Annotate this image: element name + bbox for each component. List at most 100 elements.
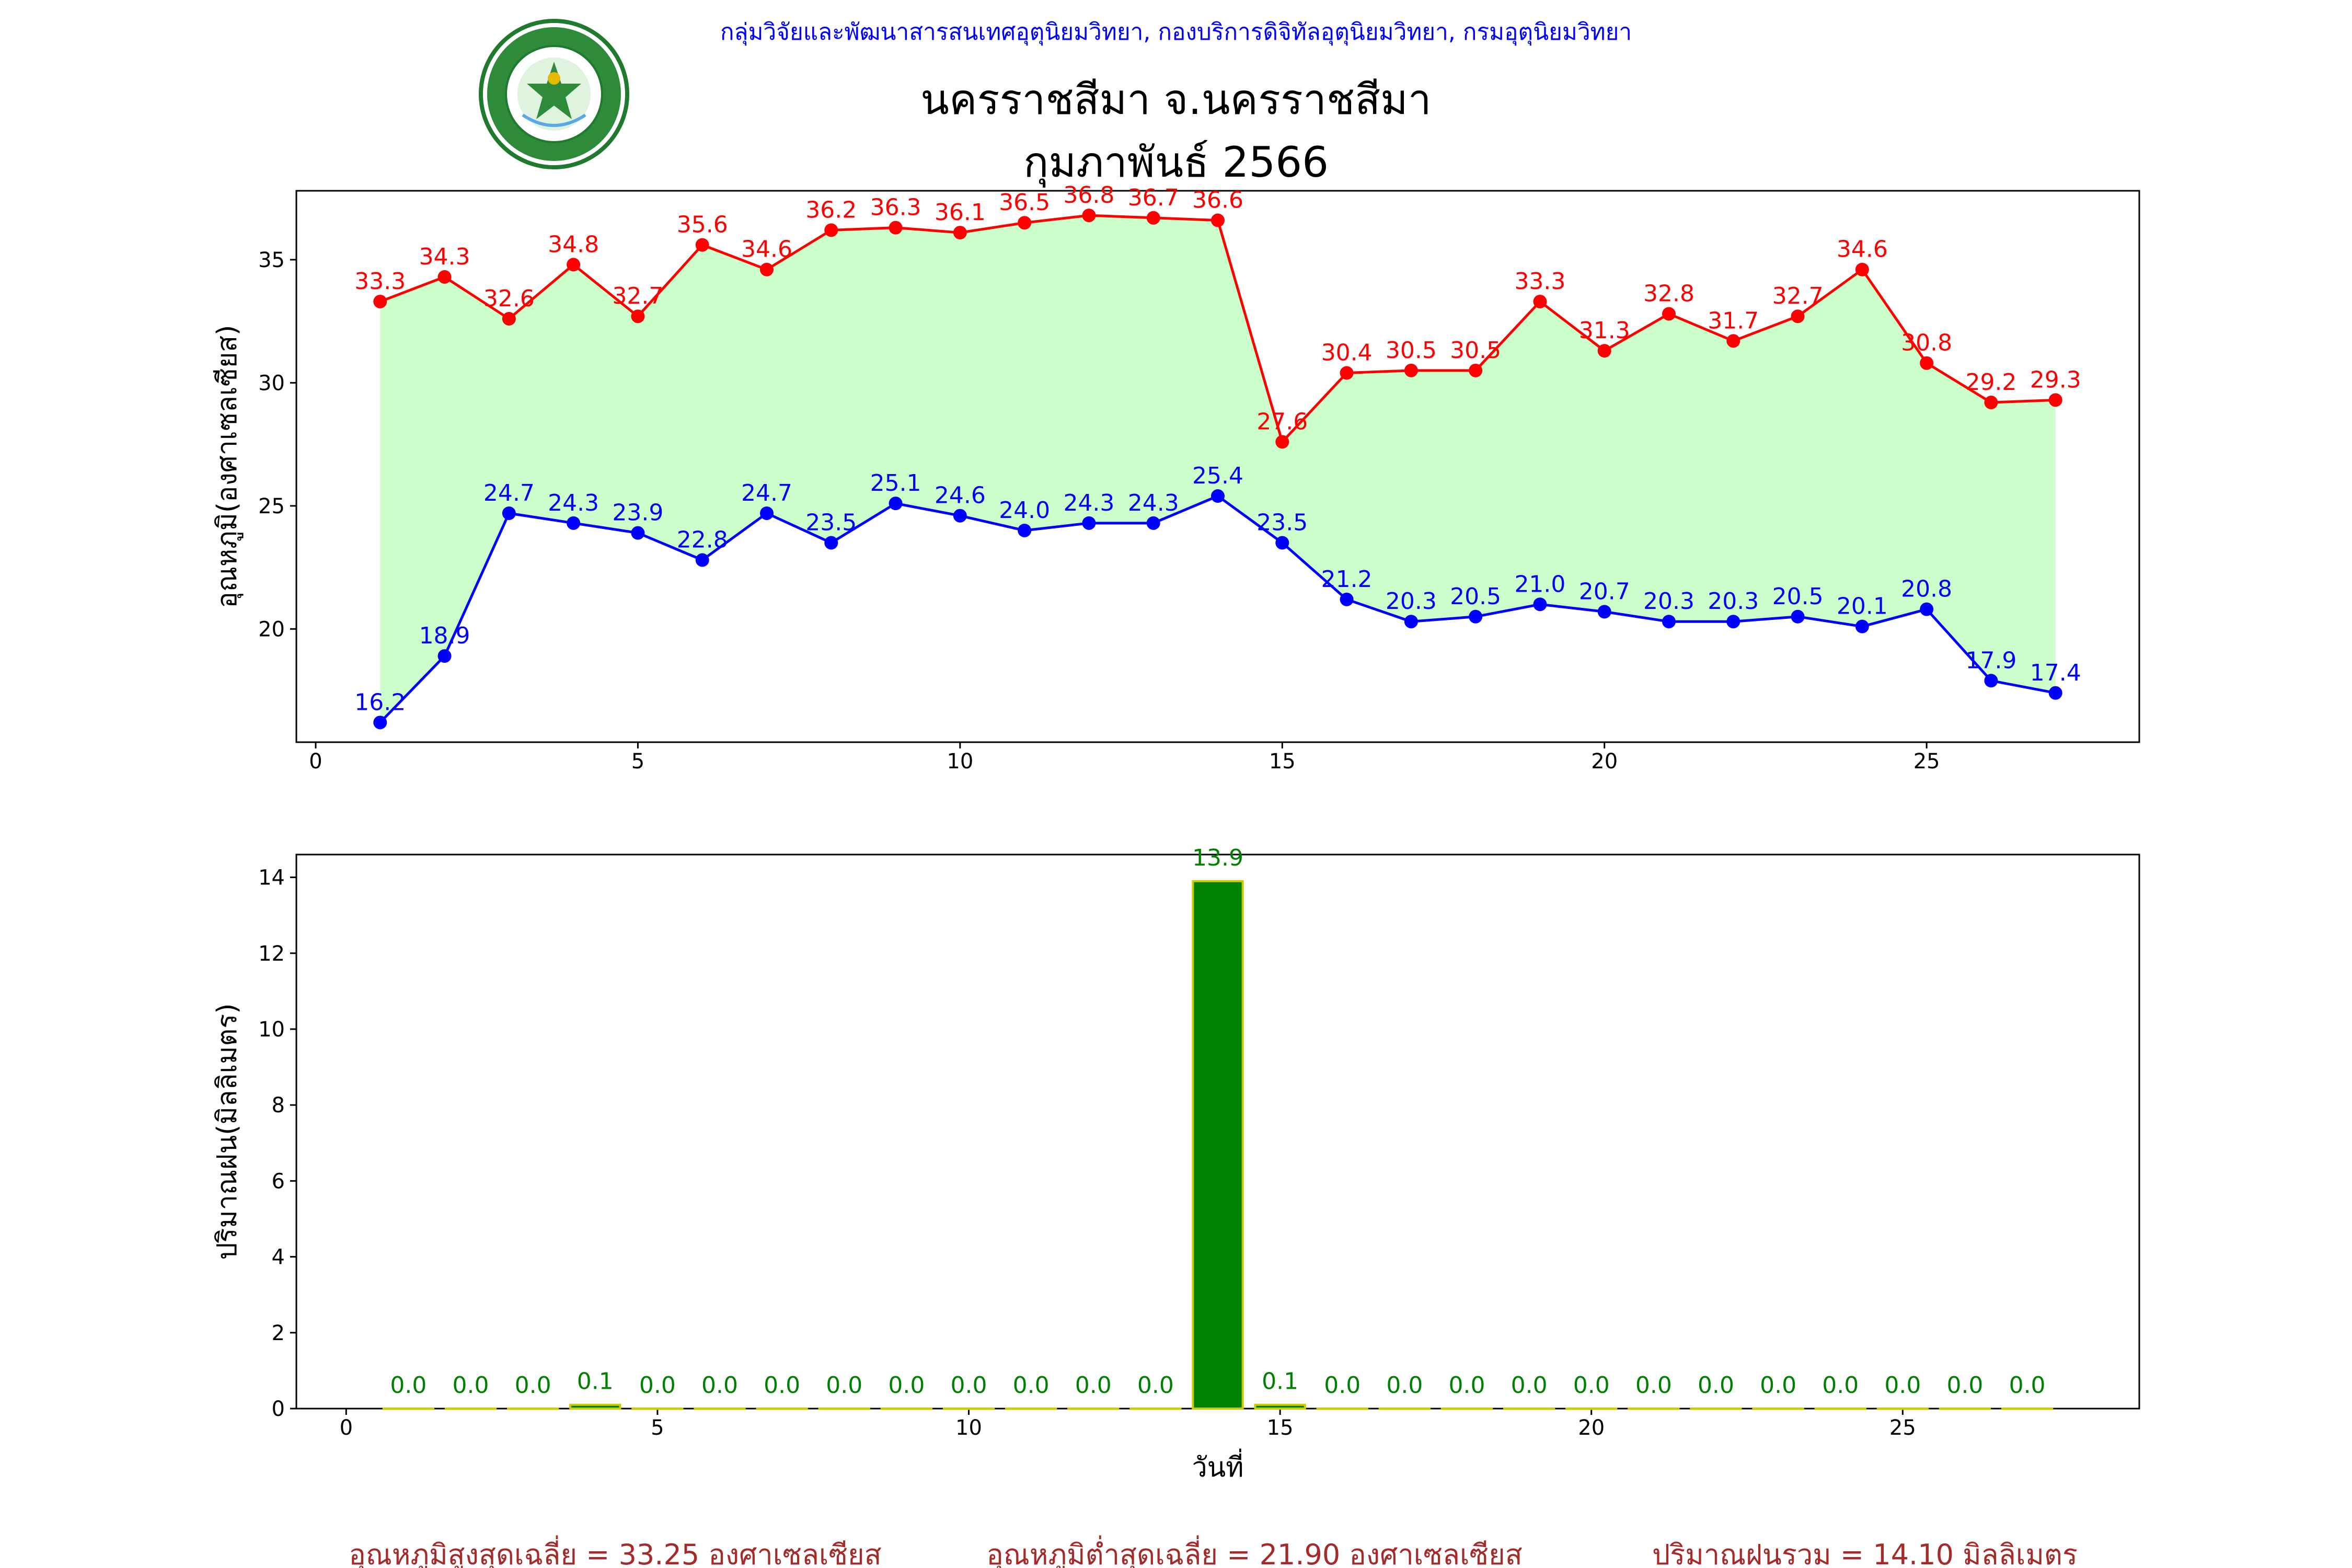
min-temperature-label: 24.3 [548, 490, 599, 516]
max-temperature-point [1082, 209, 1096, 223]
max-temperature-point [824, 223, 838, 237]
max-temperature-point [889, 221, 903, 235]
min-temperature-label: 20.5 [1450, 583, 1501, 610]
rainfall-bar-label: 0.0 [826, 1372, 862, 1399]
footer-avg-min: อุณหภูมิต่ำสุดเฉลี่ย = 21.90 องศาเซลเซีย… [986, 1535, 1522, 1568]
max-temperature-point [1855, 262, 1869, 276]
min-temperature-point [1855, 619, 1869, 633]
max-temperature-label: 36.6 [1192, 187, 1243, 214]
footer-total-rain: ปริมาณฝนรวม = 14.10 มิลลิเมตร [1652, 1538, 2078, 1568]
max-temperature-point [1597, 344, 1611, 358]
temperature-x-tick-label: 0 [309, 750, 322, 774]
rainfall-bar-label: 0.0 [1698, 1372, 1734, 1399]
min-temperature-label: 23.9 [612, 500, 663, 526]
min-temperature-label: 24.0 [999, 497, 1050, 524]
max-temperature-point [1726, 334, 1740, 348]
max-temperature-point [2048, 393, 2062, 407]
rainfall-bar-label: 0.1 [577, 1368, 614, 1395]
min-temperature-point [631, 526, 645, 540]
max-temperature-label: 27.6 [1256, 408, 1308, 435]
min-temperature-point [1404, 615, 1418, 629]
min-temperature-label: 24.7 [741, 480, 792, 506]
rainfall-y-tick-label: 0 [272, 1397, 285, 1421]
rainfall-x-tick-label: 5 [651, 1416, 664, 1440]
rainfall-y-axis-label: ปริมาณฝน(มิลลิเมตร) [212, 1003, 243, 1260]
min-temperature-label: 23.5 [805, 510, 857, 536]
max-temperature-point [502, 312, 516, 326]
max-temperature-point [953, 226, 967, 240]
max-temperature-label: 31.3 [1579, 317, 1630, 344]
max-temperature-label: 34.3 [419, 244, 470, 270]
max-temperature-point [695, 238, 709, 252]
min-temperature-point [1146, 516, 1160, 530]
min-temperature-point [889, 497, 903, 511]
max-temperature-label: 34.6 [1837, 236, 1888, 263]
temperature-y-axis-label: อุณหภูมิ(องศาเซลเซียส) [212, 325, 244, 608]
rainfall-bar-label: 13.9 [1192, 845, 1243, 871]
max-temperature-point [1920, 356, 1934, 370]
rainfall-x-tick-label: 10 [955, 1416, 982, 1440]
min-temperature-label: 22.8 [677, 526, 728, 553]
rainfall-bar-label: 0.0 [1448, 1372, 1485, 1399]
max-temperature-label: 30.8 [1901, 330, 1952, 356]
min-temperature-label: 18.9 [419, 622, 470, 649]
min-temperature-point [1275, 536, 1289, 550]
max-temperature-point [1533, 294, 1547, 308]
max-temperature-label: 32.6 [483, 285, 535, 312]
max-temperature-label: 29.2 [1965, 369, 2016, 396]
min-temperature-point [567, 516, 581, 530]
max-temperature-label: 31.7 [1708, 307, 1759, 334]
rainfall-x-tick-label: 20 [1578, 1416, 1605, 1440]
min-temperature-label: 20.8 [1901, 576, 1952, 603]
max-temperature-label: 29.3 [2030, 366, 2081, 393]
min-temperature-label: 23.5 [1256, 510, 1308, 536]
temperature-range-fill [380, 215, 2056, 723]
temperature-chart: 0 5 10 15 20 25 20 25 30 35 อุณหภูมิ(องศาเซลเซียส)… [212, 182, 2140, 774]
max-temperature-label: 36.5 [999, 189, 1050, 216]
max-temperature-point [631, 309, 645, 324]
temperature-y-tick-label: 25 [258, 494, 285, 518]
max-temperature-label: 36.3 [870, 194, 921, 221]
rainfall-x-tick-label: 25 [1889, 1416, 1916, 1440]
rainfall-bar-label: 0.0 [1573, 1372, 1610, 1399]
min-temperature-point [437, 649, 452, 663]
rainfall-bar-label: 0.0 [2009, 1372, 2046, 1399]
max-temperature-label: 32.7 [612, 283, 663, 309]
rainfall-bar-label: 0.0 [1075, 1372, 1112, 1399]
rainfall-bar-label: 0.0 [1137, 1372, 1174, 1399]
max-temperature-point [1469, 363, 1483, 377]
period-title: กุมภาพันธ์ 2566 [1023, 138, 1329, 188]
max-temperature-point [1791, 309, 1805, 324]
max-temperature-point [1984, 396, 1998, 410]
rainfall-bar-label: 0.0 [390, 1372, 426, 1399]
rainfall-bar-label: 0.0 [453, 1372, 489, 1399]
min-temperature-label: 20.5 [1772, 583, 1824, 610]
min-temperature-label: 24.3 [1063, 490, 1114, 516]
rainfall-y-tick-label: 12 [258, 942, 285, 966]
meteorological-department-logo [479, 19, 629, 169]
min-temperature-label: 20.1 [1837, 593, 1888, 620]
max-temperature-point [1275, 435, 1289, 449]
max-temperature-label: 32.7 [1772, 283, 1824, 309]
min-temperature-point [953, 509, 967, 523]
min-temperature-point [1533, 597, 1547, 612]
rainfall-bar-label: 0.0 [1386, 1372, 1423, 1399]
max-temperature-label: 30.5 [1386, 337, 1437, 364]
min-temperature-label: 25.1 [870, 470, 921, 497]
min-temperature-point [1018, 523, 1032, 537]
min-temperature-point [1662, 615, 1676, 629]
min-temperature-label: 21.2 [1321, 566, 1373, 593]
temperature-x-tick-label: 10 [947, 750, 973, 774]
max-temperature-point [759, 262, 774, 276]
rainfall-y-tick-label: 10 [258, 1018, 285, 1042]
rainfall-bar-label: 0.0 [1822, 1372, 1859, 1399]
temperature-x-tick-label: 20 [1591, 750, 1618, 774]
min-temperature-point [1920, 602, 1934, 616]
rainfall-x-tick-label: 15 [1267, 1416, 1294, 1440]
min-temperature-label: 25.4 [1192, 463, 1243, 489]
rainfall-bar-label: 0.0 [1511, 1372, 1548, 1399]
max-temperature-label: 36.7 [1128, 185, 1179, 211]
rainfall-bar-label: 0.0 [701, 1372, 738, 1399]
temperature-x-tick-label: 25 [1913, 750, 1940, 774]
rainfall-bar-label: 0.0 [1946, 1372, 1983, 1399]
